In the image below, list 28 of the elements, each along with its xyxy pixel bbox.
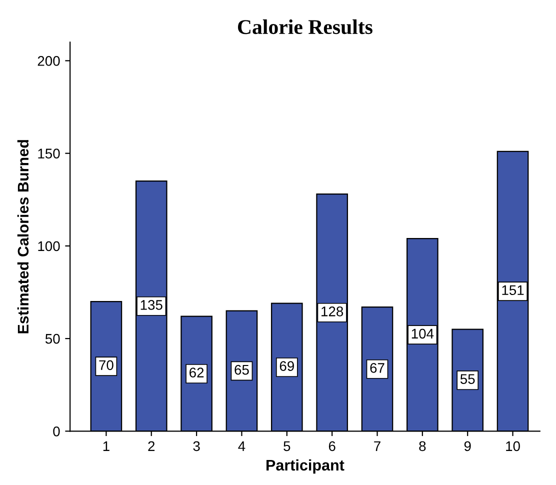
data-label: 151 xyxy=(502,285,524,296)
data-label: 65 xyxy=(234,364,249,375)
y-tick-label: 100 xyxy=(38,241,60,252)
y-tick-label: 200 xyxy=(38,56,60,66)
x-axis-title: Participant xyxy=(266,459,344,474)
data-label: 135 xyxy=(140,300,162,310)
x-tick-label: 10 xyxy=(506,441,520,452)
data-label: 55 xyxy=(460,374,475,384)
y-axis-title: Estimated Calories Burned xyxy=(17,140,29,334)
data-label: 104 xyxy=(412,328,434,339)
data-label: 62 xyxy=(190,368,204,378)
x-tick-label: 5 xyxy=(284,441,290,452)
x-tick-label: 6 xyxy=(328,441,336,452)
y-tick-label: 50 xyxy=(45,334,60,344)
data-label: 128 xyxy=(322,306,344,316)
x-tick-label: 8 xyxy=(419,441,426,452)
x-tick-label: 4 xyxy=(238,441,246,451)
x-tick-label: 7 xyxy=(374,441,380,451)
x-tick-label: 2 xyxy=(148,441,155,451)
data-label: 69 xyxy=(280,361,294,371)
y-tick-label: 0 xyxy=(53,426,60,436)
y-tick-label: 150 xyxy=(38,148,60,158)
x-tick-label: 3 xyxy=(193,441,200,452)
x-tick-label: 9 xyxy=(464,441,471,452)
data-label: 70 xyxy=(99,360,114,370)
data-label: 67 xyxy=(370,363,384,373)
chart-title: Calorie Results xyxy=(238,19,372,34)
x-tick-label: 1 xyxy=(103,441,110,451)
